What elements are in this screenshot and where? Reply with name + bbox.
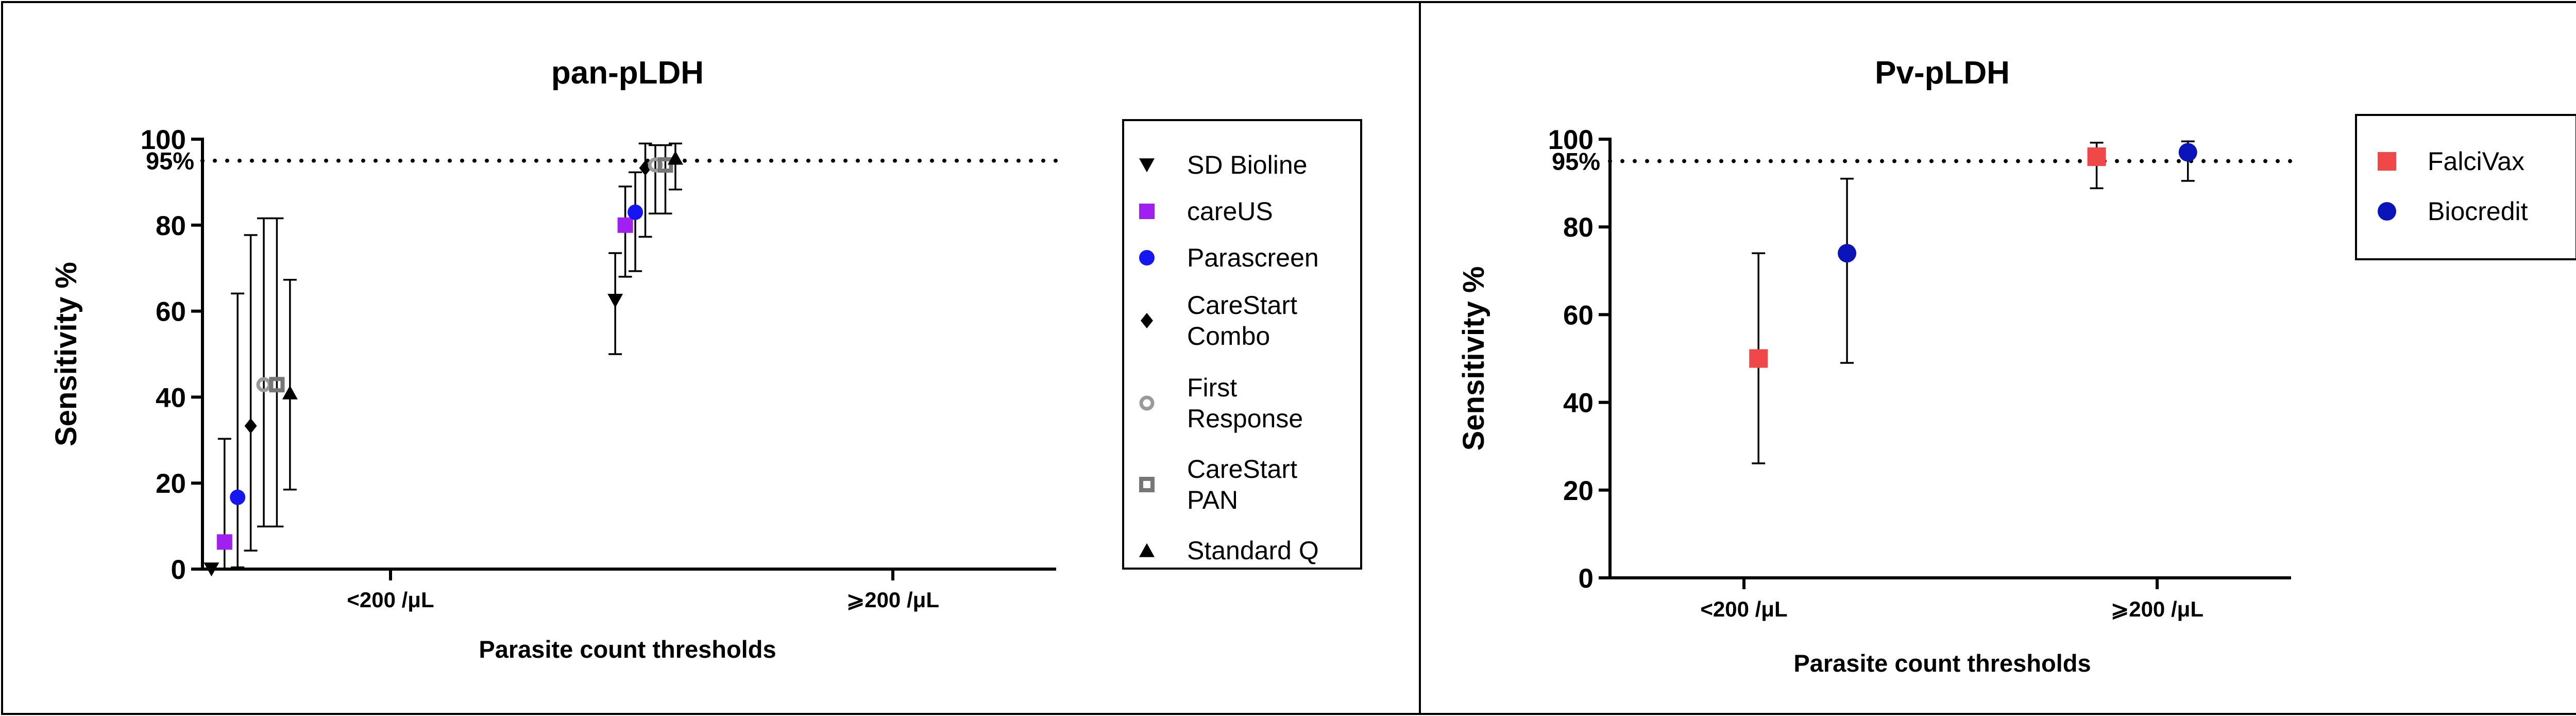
legend-item-falcivax: FalciVax bbox=[2378, 147, 2524, 176]
y-tick-label: 60 bbox=[156, 297, 186, 327]
series-biocredit bbox=[1838, 140, 2197, 364]
legend-marker bbox=[1139, 204, 1155, 219]
chart-title: pan-pLDH bbox=[551, 55, 704, 91]
y-tick-label: 80 bbox=[156, 211, 186, 241]
series-first-response bbox=[256, 144, 663, 528]
legend-label: SD Bioline bbox=[1187, 151, 1307, 179]
data-point bbox=[2087, 147, 2106, 166]
y-tick-label: 80 bbox=[1563, 212, 1594, 243]
data-point bbox=[1838, 244, 1857, 263]
legend-label-line: careUS bbox=[1187, 197, 1273, 226]
x-axis-label: Parasite count thresholds bbox=[479, 636, 776, 663]
data-point bbox=[617, 217, 633, 233]
legend-marker bbox=[1139, 158, 1155, 173]
legend-marker bbox=[2378, 202, 2396, 221]
x-tick-label: ⩾200 /μL bbox=[2111, 597, 2204, 621]
series-standard-q bbox=[282, 142, 683, 491]
data-point bbox=[607, 294, 623, 308]
legend-label-line: Standard Q bbox=[1187, 536, 1319, 565]
y-axis-label: Sensitivity % bbox=[1457, 267, 1490, 451]
y-axis-label: Sensitivity % bbox=[49, 262, 83, 446]
legend-label: First Response bbox=[1187, 373, 1303, 433]
series-sd-bioline bbox=[204, 252, 623, 577]
legend-frame bbox=[1122, 119, 1362, 570]
legend-label: CareStart PAN bbox=[1187, 455, 1297, 514]
legend-item-first-response: First Response bbox=[1139, 373, 1303, 433]
data-point bbox=[216, 534, 232, 550]
legend-label: careUS bbox=[1187, 197, 1273, 226]
reference-line-label: 95% bbox=[146, 147, 194, 175]
data-point bbox=[282, 385, 298, 399]
y-tick-label: 40 bbox=[156, 382, 186, 413]
y-tick-label: 40 bbox=[1563, 388, 1594, 419]
legend-item-carestart-pan: CareStart PAN bbox=[1139, 455, 1297, 514]
data-point bbox=[204, 562, 219, 577]
legend-label: FalciVax bbox=[2428, 147, 2524, 176]
series-carestart-pan bbox=[269, 144, 673, 528]
legend-label-line: First bbox=[1187, 373, 1237, 402]
x-tick-label: ⩾200 /μL bbox=[846, 588, 939, 612]
panel-pv-pldh: Pv-pLDH Sensitivity % Parasite count thres… bbox=[1457, 55, 2576, 677]
data-point bbox=[667, 151, 683, 165]
data-point bbox=[269, 377, 285, 393]
series-carestart-combo bbox=[244, 142, 652, 552]
legend-label-line: PAN bbox=[1187, 486, 1238, 514]
legend-label-line: Parascreen bbox=[1187, 243, 1319, 272]
legend-marker bbox=[2378, 152, 2396, 171]
y-tick-label: 20 bbox=[156, 469, 186, 499]
legend-label-line: Biocredit bbox=[2428, 197, 2528, 226]
legend-label-line: Combo bbox=[1187, 322, 1270, 351]
panel-pan-pldh: pan-pLDH Sensitivity % Parasite count thre… bbox=[49, 55, 1362, 663]
data-point bbox=[1749, 349, 1768, 368]
legend-marker bbox=[1139, 543, 1155, 557]
legend-item-parascreen: Parascreen bbox=[1139, 243, 1319, 272]
legend-marker bbox=[1139, 477, 1155, 492]
data-point bbox=[2178, 143, 2197, 162]
y-tick-label: 20 bbox=[1563, 476, 1594, 506]
y-tick-label: 0 bbox=[1579, 563, 1594, 594]
y-tick-label: 60 bbox=[1563, 300, 1594, 330]
y-tick-label: 100 bbox=[141, 125, 186, 155]
legend-frame bbox=[2355, 114, 2576, 260]
legend-label: Parascreen bbox=[1187, 243, 1319, 272]
panel-right-frame bbox=[1419, 1, 2576, 715]
x-tick-label: <200 /μL bbox=[1700, 597, 1787, 621]
legend-item-careus: careUS bbox=[1139, 197, 1273, 226]
x-tick-label: <200 /μL bbox=[347, 588, 434, 612]
data-point bbox=[244, 418, 257, 434]
legend-marker bbox=[1139, 395, 1155, 411]
data-point bbox=[230, 489, 246, 505]
data-point bbox=[657, 157, 673, 173]
reference-line-label: 95% bbox=[1552, 148, 1600, 175]
series-careus bbox=[216, 185, 633, 570]
legend-label: CareStart Combo bbox=[1187, 291, 1297, 351]
legend-item-sd-bioline: SD Bioline bbox=[1139, 151, 1307, 179]
legend-item-biocredit: Biocredit bbox=[2378, 197, 2528, 226]
legend-label-line: CareStart bbox=[1187, 455, 1297, 484]
data-point bbox=[628, 204, 643, 220]
y-tick-label: 0 bbox=[171, 555, 186, 585]
legend-item-carestart-combo: CareStart Combo bbox=[1141, 291, 1297, 351]
legend-marker bbox=[1139, 250, 1155, 265]
y-tick-label: 100 bbox=[1548, 125, 1594, 155]
series-falcivax bbox=[1749, 142, 2106, 464]
legend-marker bbox=[1141, 313, 1153, 328]
legend-label-line: CareStart bbox=[1187, 291, 1297, 320]
legend-label: Biocredit bbox=[2428, 197, 2528, 226]
legend: FalciVax Biocredit bbox=[2355, 114, 2576, 260]
x-axis-label: Parasite count thresholds bbox=[1793, 650, 2091, 677]
chart-title: Pv-pLDH bbox=[1875, 55, 2010, 91]
legend-label: Standard Q bbox=[1187, 536, 1319, 565]
legend-label-line: FalciVax bbox=[2428, 147, 2524, 176]
legend-label-line: Response bbox=[1187, 404, 1303, 433]
legend-label-line: SD Bioline bbox=[1187, 151, 1307, 179]
legend-item-standard-q: Standard Q bbox=[1139, 536, 1319, 565]
series-parascreen bbox=[230, 171, 643, 569]
